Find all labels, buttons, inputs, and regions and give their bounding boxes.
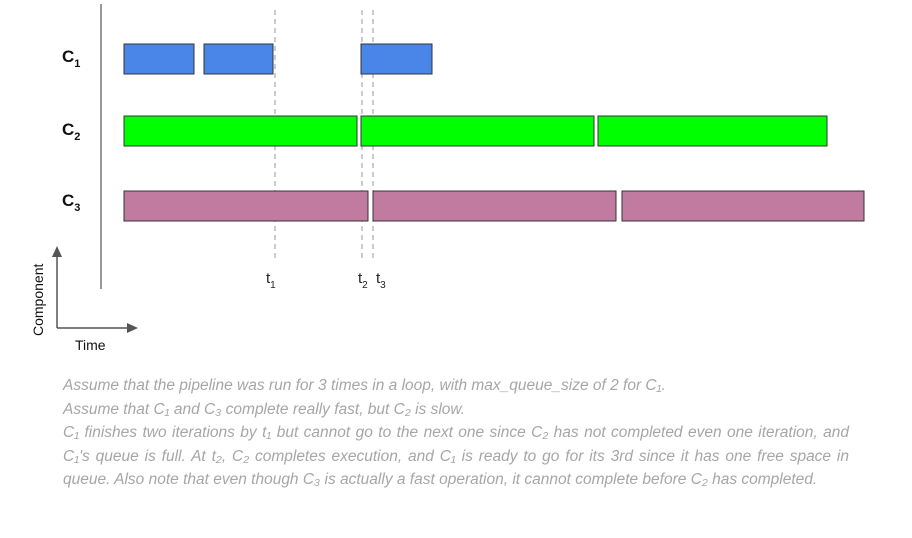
component-axis-label: Component [30,264,46,336]
c1-iteration-bar-3 [360,43,433,75]
row-label-c1: C1 [62,47,80,70]
time-label-t2-main: t [358,270,363,287]
caption-paragraph-3: C₁ finishes two iterations by t₁ but can… [63,424,849,488]
c3-iteration-bar-3 [621,190,865,222]
time-label-t2: t2 [358,270,368,291]
row-label-c3: C3 [62,191,80,214]
caption-line-2: Assume that C₁ and C₃ complete really fa… [63,400,466,418]
c1-iteration-bar-1 [123,43,195,75]
pipeline-timeline-diagram: C1 C2 C3 t1 t2 t3 Component Time [30,4,865,353]
row-label-c3-main: C [62,191,74,210]
time-label-t3: t3 [376,270,386,291]
row-label-c3-sub: 3 [74,202,80,214]
time-label-t3-main: t [376,270,381,287]
c2-iteration-bar-1 [123,115,358,147]
time-label-t1: t1 [266,270,276,291]
caption: Assume that the pipeline was run for 3 t… [63,374,849,492]
row-label-c2-main: C [62,120,74,139]
row-label-c1-sub: 1 [74,58,80,70]
time-label-t2-sub: 2 [362,280,368,291]
time-label-t1-main: t [266,270,271,287]
row-label-c2-sub: 2 [74,131,80,143]
c2-iteration-bar-2 [360,115,595,147]
row-label-c2: C2 [62,120,80,143]
time-axis-label: Time [75,337,106,353]
c2-iteration-bar-3 [597,115,828,147]
time-label-t3-sub: 3 [380,280,386,291]
c3-iteration-bar-1 [123,190,369,222]
caption-line-1: Assume that the pipeline was run for 3 t… [63,377,666,394]
c1-iteration-bar-2 [203,43,274,75]
component-axis-arrowhead [52,246,62,257]
time-label-t1-sub: 1 [270,280,276,291]
time-axis-arrowhead [127,323,138,333]
row-label-c1-main: C [62,47,74,66]
execution-bars [123,43,865,222]
c3-iteration-bar-2 [372,190,617,222]
